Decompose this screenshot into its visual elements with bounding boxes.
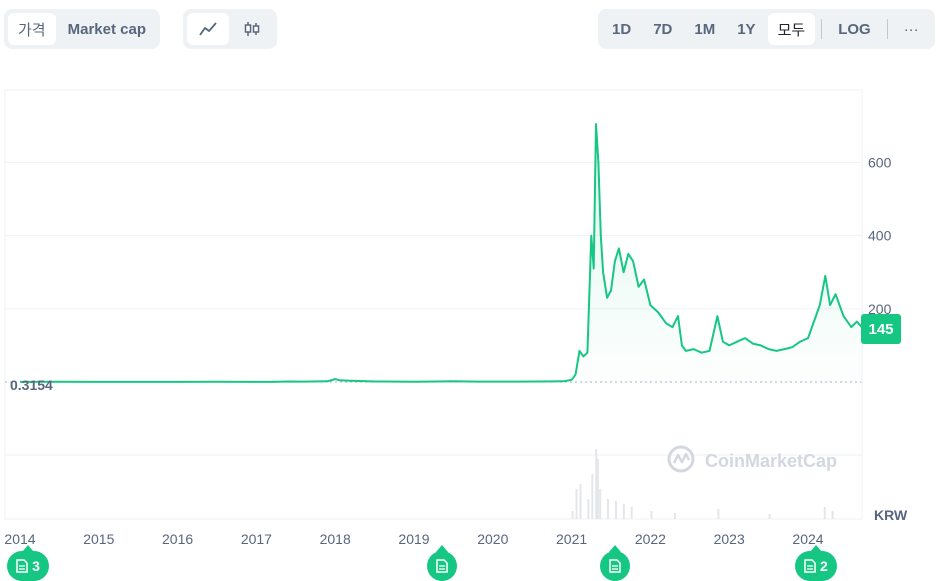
x-tick-label: 2018 (320, 531, 351, 547)
divider (821, 19, 823, 39)
x-tick-label: 2017 (241, 531, 272, 547)
x-tick-label: 2014 (4, 531, 35, 547)
current-price-badge: 145 (861, 314, 901, 344)
volume-bar (579, 484, 582, 519)
volume-bar (622, 504, 625, 519)
start-price-label: 0.3154 (10, 377, 53, 393)
volume-bar (587, 499, 590, 519)
chart-type-group (183, 9, 277, 49)
event-marker[interactable]: 3 (7, 545, 49, 581)
y-tick-label: 600 (868, 154, 892, 170)
axes: 2014 2015 2016 2017 2018 2019 2020 2021 2022 2023… (4, 90, 892, 547)
document-icon (435, 559, 448, 573)
log-toggle-button[interactable]: LOG (838, 20, 871, 38)
x-tick-label: 2024 (792, 531, 823, 547)
volume-bar (596, 459, 599, 519)
grid (4, 89, 863, 520)
volume-bar (607, 499, 610, 519)
volume-bar (595, 449, 598, 519)
x-tick-label: 2022 (635, 531, 666, 547)
range-1y[interactable]: 1Y (737, 20, 756, 38)
watermark: CoinMarketCap (667, 445, 837, 473)
watermark-text: CoinMarketCap (705, 451, 837, 471)
current-price-text: 145 (868, 321, 893, 338)
price-line (19, 123, 864, 383)
event-marker[interactable]: 2 (794, 545, 837, 581)
currency-label: KRW (874, 507, 908, 523)
y-tick-label: 200 (868, 301, 892, 317)
more-options-button[interactable]: ··· (903, 20, 919, 38)
volume-bar (650, 511, 653, 519)
volume-bar (831, 511, 834, 519)
volume-bar (575, 489, 578, 519)
x-tick-label: 2016 (162, 531, 193, 547)
volume-bar (591, 474, 594, 519)
volume-bar (823, 507, 826, 519)
tab-market-cap[interactable]: Market cap (67, 20, 146, 38)
x-tick-label: 2019 (398, 531, 429, 547)
view-toggle-group: 가격 Market cap (4, 9, 160, 49)
y-tick-label: 400 (868, 228, 892, 244)
volume-bar (768, 514, 771, 519)
x-tick-label: 2015 (83, 531, 114, 547)
range-1m[interactable]: 1M (694, 20, 716, 38)
event-count: 2 (819, 558, 828, 574)
line-chart-icon[interactable] (187, 13, 229, 45)
event-marker[interactable] (599, 545, 630, 581)
x-tick-label: 2021 (556, 531, 587, 547)
volume-bars (571, 449, 834, 519)
volume-bar (571, 511, 574, 519)
x-tick-label: 2020 (477, 531, 508, 547)
range-1d[interactable]: 1D (612, 20, 632, 38)
price-area (20, 124, 864, 382)
volume-bar (674, 513, 677, 519)
volume-bar (630, 507, 633, 519)
range-group: 1D 7D 1M 1Y 모두 LOG ··· (598, 9, 935, 49)
range-all[interactable]: 모두 (767, 13, 816, 45)
document-icon (16, 559, 28, 573)
price-line-layer (19, 123, 864, 383)
divider (886, 19, 888, 39)
event-count: 3 (32, 558, 40, 574)
price-area-fill (20, 124, 864, 382)
volume-bar (599, 489, 602, 519)
volume-bar (717, 509, 720, 519)
x-tick-label: 2023 (714, 531, 745, 547)
volume-bar (614, 501, 617, 519)
range-7d[interactable]: 7D (653, 20, 673, 38)
event-marker[interactable] (426, 545, 457, 581)
document-icon (804, 559, 816, 573)
document-icon (609, 559, 621, 573)
candlestick-icon[interactable] (231, 13, 273, 45)
tab-price[interactable]: 가격 (8, 13, 56, 45)
